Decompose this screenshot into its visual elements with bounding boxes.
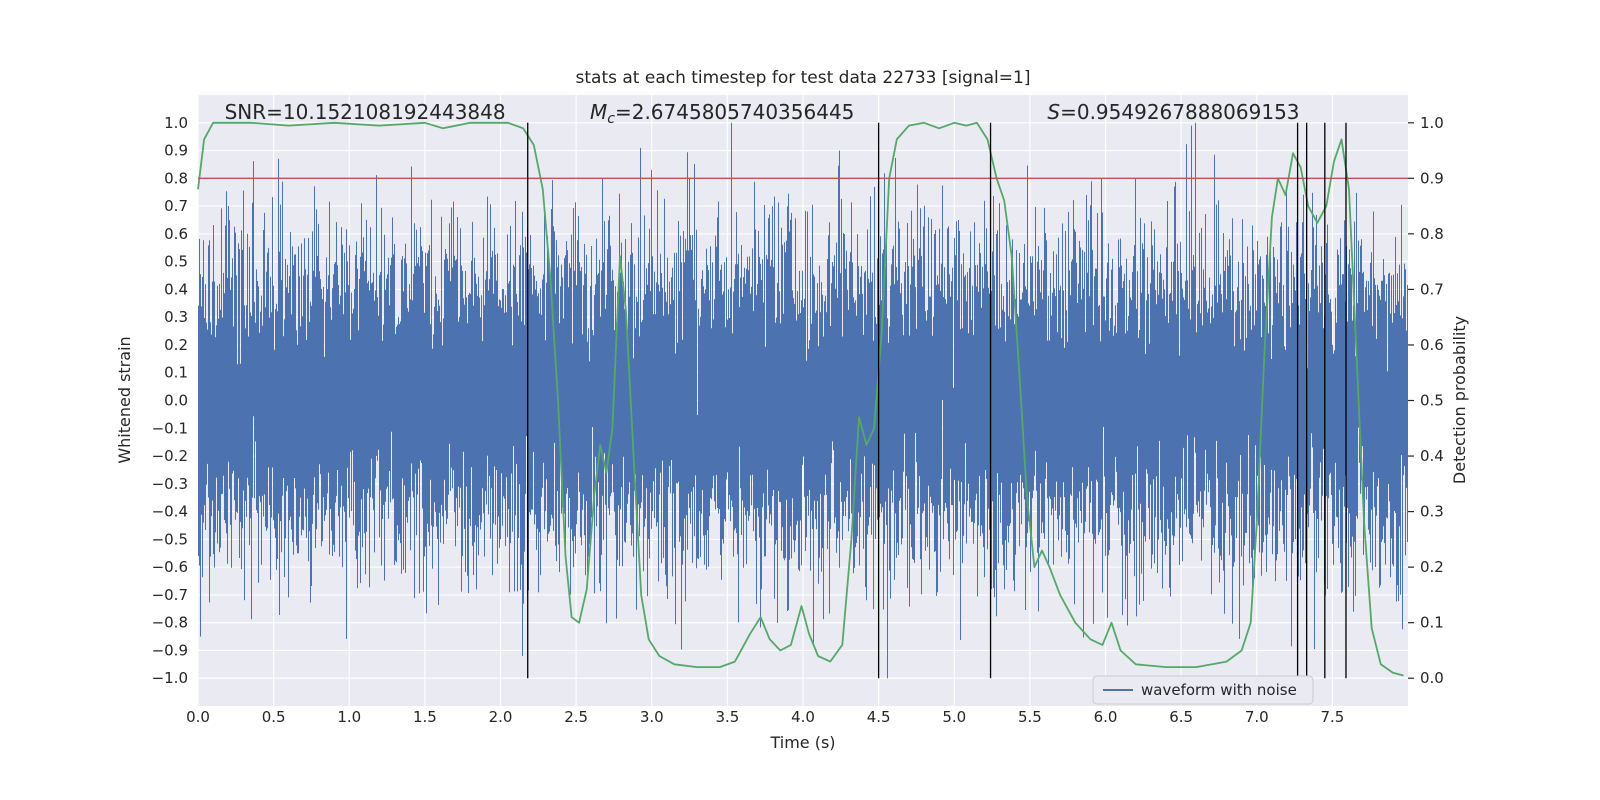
y-tick-label-left: 0.0: [164, 392, 188, 410]
x-tick-label: 3.5: [715, 708, 739, 726]
y-tick-label-left: −0.9: [152, 641, 188, 659]
chart-title: stats at each timestep for test data 227…: [576, 68, 1031, 88]
y-tick-label-left: −0.5: [152, 530, 188, 548]
waveform-with-noise-series: [198, 122, 1408, 679]
y-tick-label-left: 0.6: [164, 225, 188, 243]
y-tick-label-right: 0.1: [1420, 614, 1444, 632]
y-tick-label-left: −0.7: [152, 586, 188, 604]
y-tick-label-left: −0.8: [152, 614, 188, 632]
x-tick-label: 7.0: [1245, 708, 1269, 726]
y-tick-label-left: −0.3: [152, 475, 188, 493]
data-layer: [197, 121, 1408, 679]
y-tick-label-left: −0.6: [152, 558, 188, 576]
y-axis-label-right: Detection probability: [1450, 316, 1469, 484]
y-tick-label-left: 0.8: [164, 169, 188, 187]
y-tick-label-right: 1.0: [1420, 114, 1444, 132]
x-tick-label: 0.5: [262, 708, 286, 726]
x-tick-label: 2.0: [489, 708, 513, 726]
y-tick-label-left: 0.5: [164, 253, 188, 271]
y-tick-label-right: 0.9: [1420, 169, 1444, 187]
x-tick-label: 3.0: [640, 708, 664, 726]
y-tick-label-right: 0.7: [1420, 280, 1444, 298]
y-tick-label-right: 0.3: [1420, 503, 1444, 521]
y-tick-label-left: 0.4: [164, 280, 188, 298]
x-tick-label: 4.0: [791, 708, 815, 726]
x-tick-label: 5.5: [1018, 708, 1042, 726]
legend-label: waveform with noise: [1141, 681, 1297, 699]
detection-probability-series: [197, 121, 1404, 677]
x-axis-label: Time (s): [769, 733, 835, 752]
y-tick-label-right: 0.0: [1420, 669, 1444, 687]
stat-annotation: S=0.9549267888069153: [1047, 100, 1299, 124]
annotation-layer: SNR=10.152108192443848 Mc=2.6745805740356…: [225, 100, 1300, 127]
x-tick-label: 2.5: [564, 708, 588, 726]
x-tick-label: 1.0: [337, 708, 361, 726]
tick-layer: 0.0 0.5 1.0 1.5 2.0 2.5 3.0 3.5 4.0 4.5 5.0 5.5 6.0 6…: [152, 114, 1444, 726]
stat-annotation: SNR=10.152108192443848: [225, 100, 506, 124]
x-tick-label: 6.0: [1094, 708, 1118, 726]
y-axis-label-left: Whitened strain: [115, 336, 134, 463]
y-tick-label-left: −0.4: [152, 503, 188, 521]
x-tick-label: 6.5: [1169, 708, 1193, 726]
y-tick-label-left: 1.0: [164, 114, 188, 132]
y-tick-label-right: 0.5: [1420, 392, 1444, 410]
x-tick-label: 7.5: [1320, 708, 1344, 726]
x-tick-label: 0.0: [186, 708, 210, 726]
y-tick-label-left: −1.0: [152, 669, 188, 687]
y-tick-label-left: −0.2: [152, 447, 188, 465]
legend: waveform with noise: [1092, 675, 1314, 705]
y-tick-label-left: −0.1: [152, 419, 188, 437]
y-tick-label-left: 0.1: [164, 364, 188, 382]
y-tick-label-right: 0.8: [1420, 225, 1444, 243]
x-tick-label: 5.0: [942, 708, 966, 726]
legend-frame: [1092, 675, 1314, 705]
y-tick-label-left: 0.7: [164, 197, 188, 215]
y-tick-label-left: 0.3: [164, 308, 188, 326]
y-tick-label-left: 0.9: [164, 142, 188, 160]
y-tick-label-left: 0.2: [164, 336, 188, 354]
y-tick-label-right: 0.2: [1420, 558, 1444, 576]
stat-annotation: Mc=2.6745805740356445: [590, 100, 854, 127]
x-tick-label: 4.5: [867, 708, 891, 726]
x-tick-label: 1.5: [413, 708, 437, 726]
y-tick-label-right: 0.6: [1420, 336, 1444, 354]
y-tick-label-right: 0.4: [1420, 447, 1444, 465]
